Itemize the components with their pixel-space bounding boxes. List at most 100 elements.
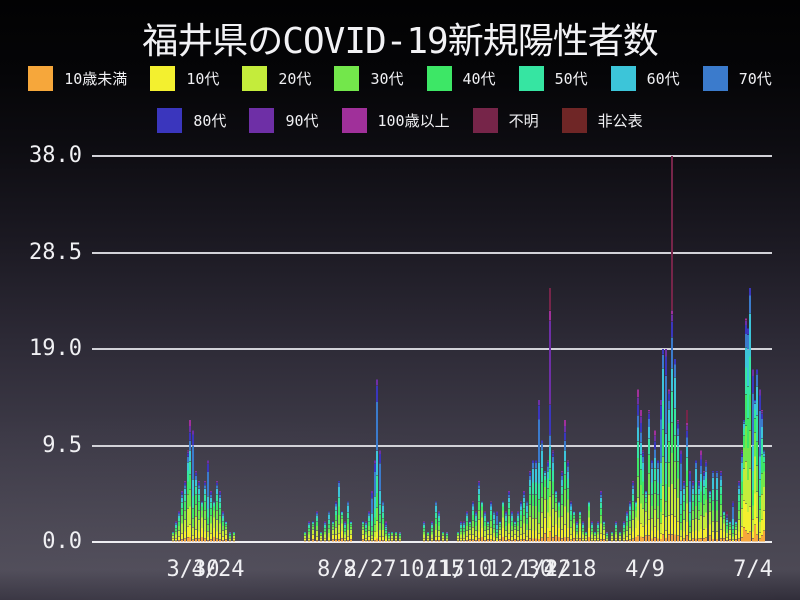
bar-segment	[308, 523, 310, 524]
bar-segment	[435, 530, 437, 536]
bar	[677, 420, 679, 542]
bar	[385, 521, 387, 542]
bar-segment	[181, 523, 183, 534]
bar	[457, 531, 459, 542]
bar-segment	[508, 515, 510, 524]
bar-segment	[371, 521, 373, 527]
bar-segment	[570, 504, 572, 507]
legend-item: 30代	[334, 66, 404, 91]
bar-segment	[698, 531, 700, 539]
bar-segment	[689, 520, 691, 527]
bar-segment	[642, 481, 644, 495]
bar-segment	[207, 537, 209, 541]
legend-label: 70代	[738, 70, 772, 88]
bar-segment	[749, 531, 751, 542]
bar-segment	[192, 535, 194, 540]
bar-segment	[374, 463, 376, 472]
bar-segment	[181, 533, 183, 540]
bar-segment	[720, 473, 722, 476]
bar-segment	[720, 495, 722, 505]
bar	[374, 460, 376, 542]
bar-segment	[347, 512, 349, 519]
bar-segment	[475, 512, 477, 514]
bar-segment	[632, 510, 634, 520]
bar-segment	[368, 513, 370, 516]
bar-segment	[541, 512, 543, 528]
bar-segment	[484, 531, 486, 537]
bar-segment	[759, 532, 761, 539]
bar	[720, 470, 722, 542]
bar-segment	[585, 533, 587, 534]
bar	[529, 470, 531, 542]
bar-segment	[517, 518, 519, 522]
bar-segment	[438, 536, 440, 541]
bar-segment	[435, 518, 437, 524]
bar-segment	[680, 522, 682, 530]
bar-segment	[192, 434, 194, 446]
bar-segment	[703, 473, 705, 476]
bar-segment	[623, 526, 625, 529]
bar-segment	[600, 539, 602, 542]
bar-segment	[738, 494, 740, 502]
bar-segment	[654, 449, 656, 458]
bar-segment	[198, 482, 200, 485]
bar-segment	[395, 534, 397, 536]
bar-segment	[379, 504, 381, 515]
bar-segment	[738, 481, 740, 483]
bar-segment	[514, 523, 516, 524]
bar-segment	[745, 320, 747, 325]
bar-segment	[615, 531, 617, 535]
bar	[481, 501, 483, 542]
bar-segment	[499, 526, 501, 530]
bar	[423, 521, 425, 542]
bar-segment	[597, 538, 599, 541]
bar-segment	[692, 485, 694, 489]
bar-segment	[511, 521, 513, 526]
bar-segment	[698, 482, 700, 485]
bar-segment	[665, 516, 667, 531]
bar-segment	[547, 466, 549, 471]
bar	[517, 511, 519, 542]
bar-segment	[532, 468, 534, 483]
bar-segment	[705, 512, 707, 528]
bar-segment	[686, 522, 688, 536]
bar-segment	[332, 523, 334, 524]
bar-segment	[561, 495, 563, 505]
legend-label: 10歳未満	[64, 70, 128, 88]
bar-segment	[475, 513, 477, 516]
bar-segment	[700, 466, 702, 474]
bar-segment	[446, 540, 448, 542]
bar-segment	[198, 510, 200, 520]
bar-segment	[198, 538, 200, 542]
bar-segment	[466, 518, 468, 522]
bar-segment	[216, 510, 218, 520]
bar-segment	[585, 538, 587, 541]
bar-segment	[544, 533, 546, 542]
bar-segment	[597, 524, 599, 526]
bar-segment	[629, 510, 631, 515]
legend-item: 不明	[472, 108, 539, 133]
bar-segment	[493, 540, 495, 542]
bar-segment	[745, 425, 747, 462]
bar-segment	[508, 502, 510, 509]
bar-segment	[671, 368, 673, 392]
bar-segment	[549, 321, 551, 405]
bar-segment	[642, 470, 644, 482]
bar-segment	[219, 515, 221, 524]
bar-segment	[427, 533, 429, 534]
bar-segment	[391, 535, 393, 539]
bar-segment	[435, 540, 437, 542]
bar-segment	[576, 534, 578, 539]
bar-segment	[502, 506, 504, 511]
bar-segment	[668, 516, 670, 535]
bar-segment	[529, 495, 531, 505]
bar-segment	[645, 535, 647, 542]
bar-segment	[508, 497, 510, 503]
bar-segment	[558, 506, 560, 511]
bar-segment	[316, 521, 318, 526]
bar-segment	[189, 506, 191, 525]
bar-segment	[382, 524, 384, 530]
bar-segment	[660, 523, 662, 534]
bar-segment	[478, 485, 480, 489]
bar-segment	[308, 524, 310, 526]
